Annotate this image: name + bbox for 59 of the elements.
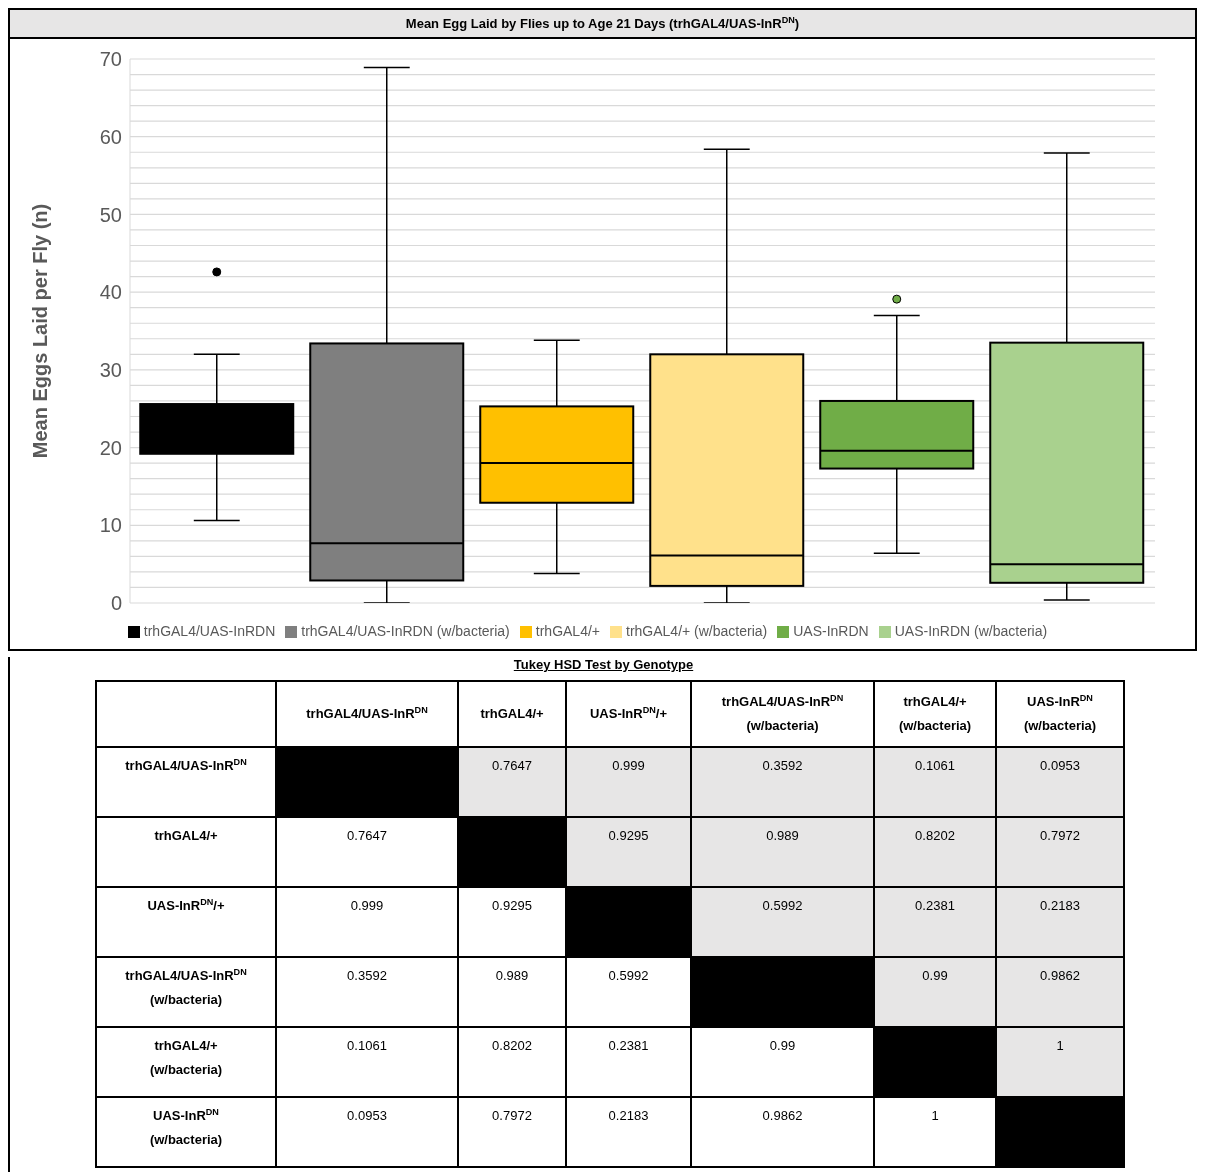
data-label: 0.5992 [566, 957, 691, 1027]
data-label: 1 [996, 1027, 1124, 1097]
data-label: 0.5992 [691, 887, 874, 957]
data-label: 0.999 [276, 887, 458, 957]
data-label: 0.3592 [691, 747, 874, 817]
legend-label: trhGAL4/+ (w/bacteria) [626, 623, 768, 639]
chart-title: Tukey HSD Test by Genotype [512, 657, 695, 672]
legend-label: trhGAL4/UAS-InRDN [143, 623, 276, 639]
legend-label: UAS-InRDN (w/bacteria) [894, 623, 1048, 639]
y-tick-label: 0 [110, 592, 122, 615]
data-label: 1 [874, 1097, 996, 1167]
y-axis-title: Mean Eggs Laid per Fly (n) [29, 203, 52, 459]
data-label: 0.9862 [691, 1097, 874, 1167]
data-label: 0.989 [691, 817, 874, 887]
data-label: 0.0953 [276, 1097, 458, 1167]
x-tick-label: trhGAL4/+ (w/bacteria) [874, 681, 996, 747]
y-tick-label: 30 [99, 358, 122, 381]
y-tick-label: 20 [99, 436, 122, 459]
data-label: 0.2381 [566, 1027, 691, 1097]
y-tick-label: 50 [99, 203, 122, 226]
data-label: 0.8202 [874, 817, 996, 887]
y-tick-label: 40 [99, 281, 122, 304]
data-label: 0.999 [566, 747, 691, 817]
data-label: 0.99 [874, 957, 996, 1027]
legend-label: UAS-InRDN [793, 623, 869, 639]
data-label: 0.2183 [996, 887, 1124, 957]
data-label: 0.989 [458, 957, 566, 1027]
data-label: 0.2381 [874, 887, 996, 957]
y-tick-label: 10 [99, 514, 122, 537]
category-label: UAS-InR$^{DN}$ (w/bacteria) [1023, 692, 1097, 733]
y-tick-label: UAS-InR$^{DN}$/+ [96, 887, 276, 957]
y-tick-label: trhGAL4/+ (w/bacteria) [96, 1027, 276, 1097]
legend-label: trhGAL4/UAS-InRDN (w/bacteria) [301, 623, 510, 639]
x-tick-label: trhGAL4/UAS-InR$^{DN}$ [276, 681, 458, 747]
y-tick-label: 70 [99, 48, 122, 71]
data-label: 0.3592 [276, 957, 458, 1027]
x-tick-label: trhGAL4/+ [458, 681, 566, 747]
y-tick-label: 60 [99, 125, 122, 148]
data-label: 0.9862 [996, 957, 1124, 1027]
y-tick-label: trhGAL4/UAS-InR$^{DN}$ [96, 747, 276, 817]
data-label: 0.7647 [458, 747, 566, 817]
y-tick-label: trhGAL4/+ [96, 817, 276, 887]
category-label: UAS-InR$^{DN}$ (w/bacteria) [149, 1106, 223, 1147]
data-label: 0.1061 [874, 747, 996, 817]
x-tick-label: UAS-InR$^{DN}$/+ [566, 681, 691, 747]
data-label: 0.0953 [996, 747, 1124, 817]
legend-label: trhGAL4/+ [535, 623, 600, 639]
data-label: 0.7972 [996, 817, 1124, 887]
data-label: 0.99 [691, 1027, 874, 1097]
data-label: 0.9295 [566, 817, 691, 887]
data-label: 0.7647 [276, 817, 458, 887]
category-label: trhGAL4/UAS-InR$^{DN}$ (w/bacteria) [125, 966, 247, 1007]
data-label: 0.2183 [566, 1097, 691, 1167]
data-label: 0.1061 [276, 1027, 458, 1097]
data-label: 0.8202 [458, 1027, 566, 1097]
data-label: 0.9295 [458, 887, 566, 957]
category-label: trhGAL4/UAS-InR$^{DN}$ (w/bacteria) [721, 692, 844, 733]
data-label: 0.7972 [458, 1097, 566, 1167]
chart-title: Mean Egg Laid by Flies up to Age 21 Days (trhGAL4/UAS-InR$^{DN}$) [10, 10, 1195, 39]
